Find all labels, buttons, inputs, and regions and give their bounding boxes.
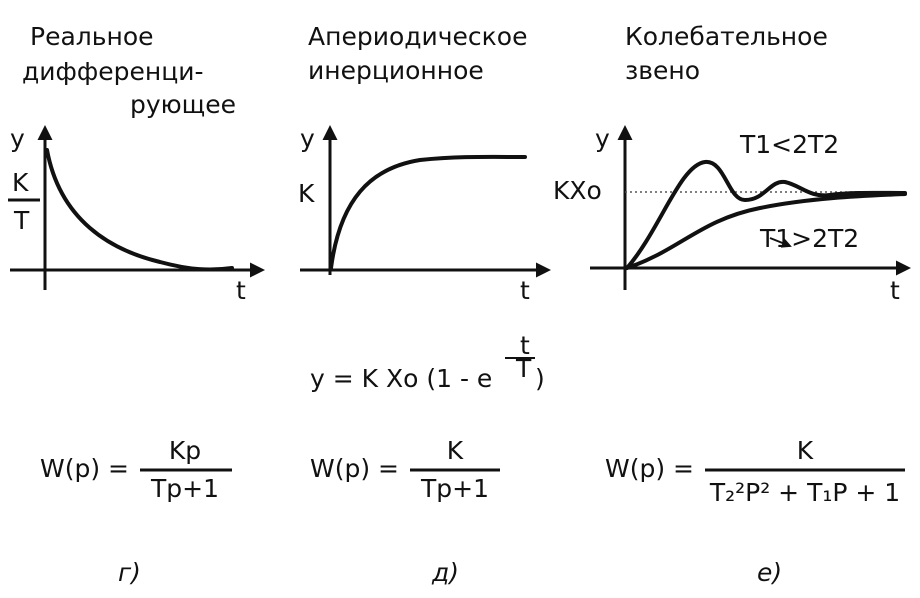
level-label: KXo — [553, 176, 602, 205]
curve — [625, 192, 907, 270]
title: инерционное — [308, 56, 484, 85]
title: рующее — [130, 90, 236, 119]
axis-label: t — [520, 276, 530, 305]
level-label: K — [298, 179, 315, 208]
formula: T₂²P² + T₁P + 1 — [709, 478, 900, 507]
title: Колебательное — [625, 22, 828, 51]
formula: W(p) = — [605, 454, 694, 483]
formula: K — [447, 436, 464, 465]
title: дифференци- — [22, 57, 204, 86]
pointer — [769, 237, 792, 248]
curve — [625, 160, 907, 270]
formula: y = K Xo (1 - e — [310, 364, 492, 393]
axis-label: y — [300, 124, 315, 153]
panel-label: г) — [118, 558, 141, 587]
formula: W(p) = — [40, 454, 129, 483]
formula: K — [797, 436, 814, 465]
title: Реальное — [30, 22, 154, 51]
formula: W(p) = — [310, 454, 399, 483]
level-label: T — [13, 206, 30, 235]
formula: ) — [535, 364, 545, 393]
title: звено — [625, 56, 700, 85]
panel-label: д) — [431, 558, 459, 587]
axis-label: y — [595, 124, 610, 153]
title: Апериодическое — [308, 22, 527, 51]
formula-exponent: t — [520, 331, 530, 360]
curve-label: T1>2T2 — [759, 224, 859, 253]
axis-label: t — [890, 276, 900, 305]
axis-label: y — [10, 124, 25, 153]
curve — [329, 154, 527, 270]
formula: Tp+1 — [420, 474, 489, 503]
formula-exponent: T — [515, 354, 532, 383]
formula: Tp+1 — [150, 474, 219, 503]
level-label: K — [12, 168, 29, 197]
curve-label: T1<2T2 — [739, 130, 839, 159]
curve — [45, 148, 234, 272]
panel-label: е) — [757, 558, 782, 587]
formula: Kp — [169, 436, 201, 465]
axis-label: t — [236, 276, 246, 305]
